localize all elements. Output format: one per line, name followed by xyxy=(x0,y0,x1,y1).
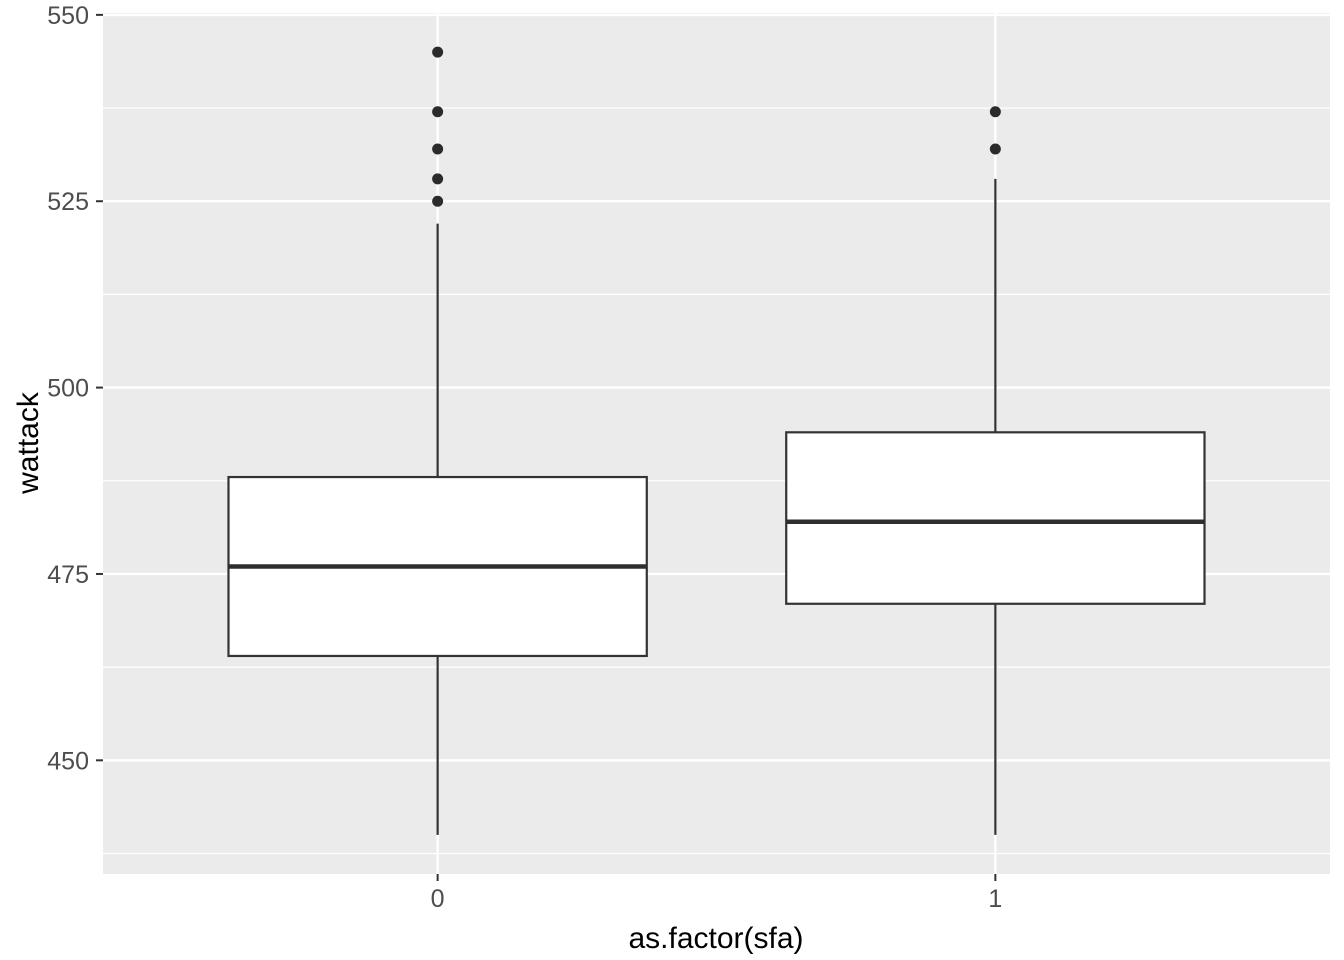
y-tick-label: 450 xyxy=(47,747,89,775)
x-tick-label: 1 xyxy=(988,885,1002,913)
y-axis-title: wattack xyxy=(12,391,45,495)
outlier-point xyxy=(989,106,1001,118)
y-tick-label: 500 xyxy=(47,375,89,403)
x-axis-title: as.factor(sfa) xyxy=(628,922,803,955)
outlier-point xyxy=(432,143,444,155)
outlier-point xyxy=(989,143,1001,155)
y-tick-label: 525 xyxy=(47,188,89,216)
y-tick-label: 475 xyxy=(47,561,89,589)
y-tick-label: 550 xyxy=(47,2,89,30)
box-iqr xyxy=(785,431,1206,605)
outlier-point xyxy=(432,46,444,58)
outlier-point xyxy=(432,173,444,185)
x-tick-label: 0 xyxy=(431,885,445,913)
panel-layer: 450 475 500 525 550 0 1 xyxy=(47,2,1330,913)
outlier-point xyxy=(432,106,444,118)
outlier-point xyxy=(432,195,444,207)
